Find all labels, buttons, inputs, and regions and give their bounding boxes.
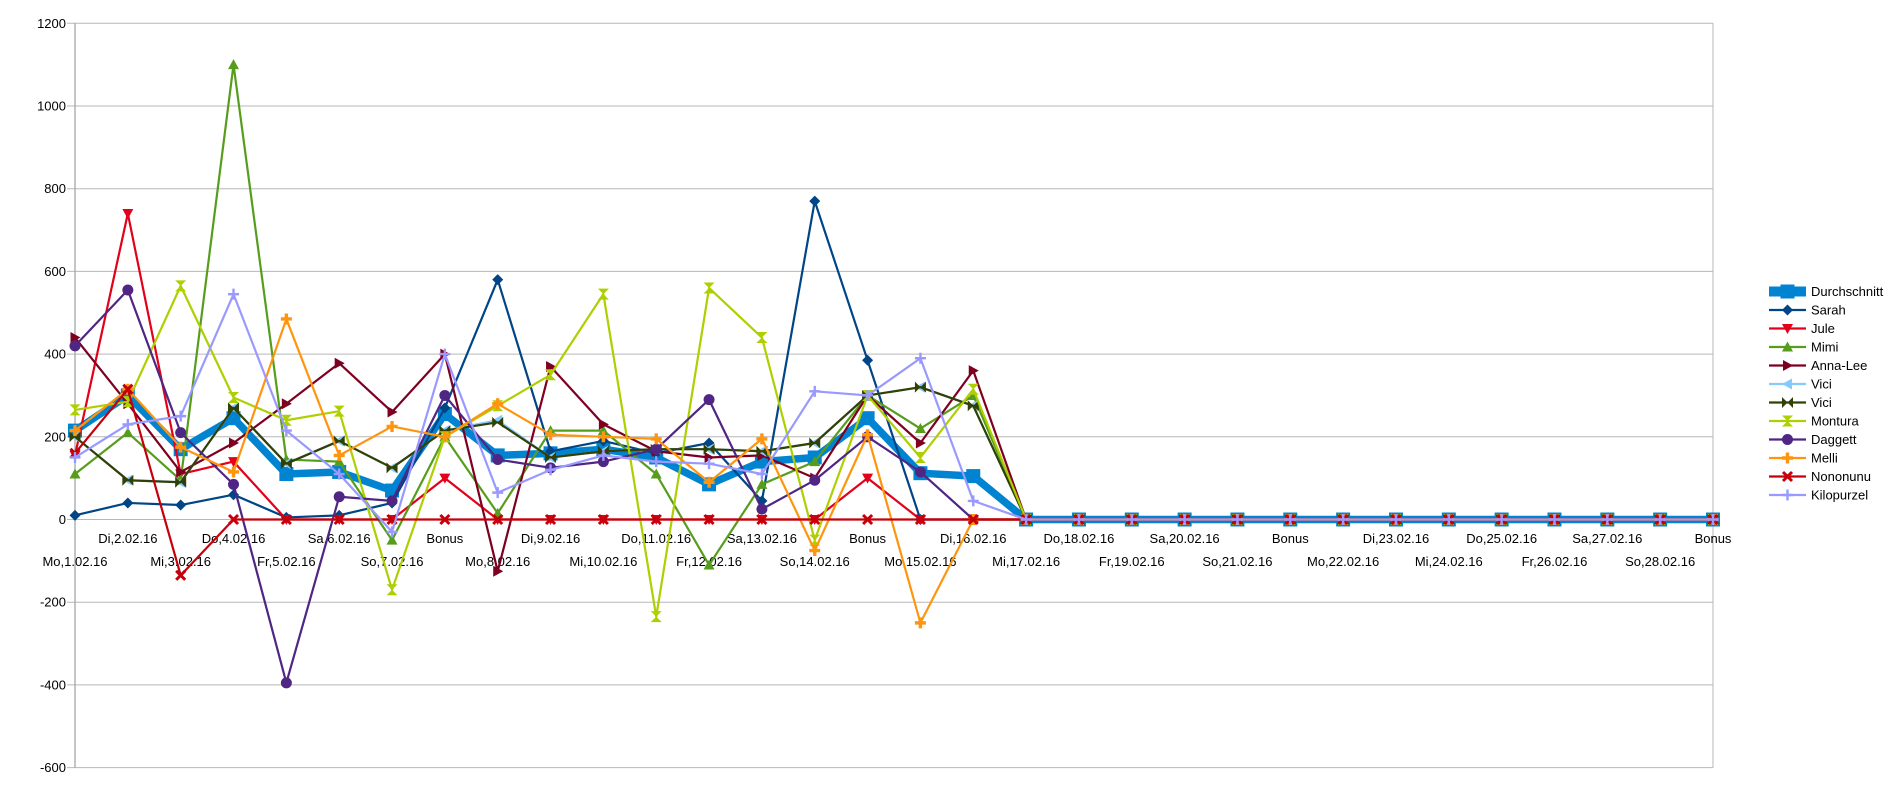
y-axis-tick-label: 0	[59, 512, 66, 527]
x-axis-category-label: Mi,24.02.16	[1415, 554, 1483, 569]
series-kilopurzel-11[interactable]	[69, 288, 1719, 538]
x-axis-category-label: Bonus	[849, 531, 886, 546]
x-axis-category-label: Fr,5.02.16	[257, 554, 316, 569]
x-axis-category-label: So,21.02.16	[1202, 554, 1272, 569]
legend-item-sarah-1[interactable]: Sarah	[1769, 303, 1846, 318]
x-axis-category-label: Mi,3.02.16	[150, 554, 211, 569]
legend-label: Montura	[1811, 414, 1859, 429]
x-axis-category-label: Do,25.02.16	[1466, 531, 1537, 546]
legend-item-durchschnitt-0[interactable]: Durchschnitt	[1769, 284, 1884, 299]
legend-label: Nononunu	[1811, 469, 1871, 484]
legend-label: Sarah	[1811, 303, 1846, 318]
x-axis-category-label: Mo,15.02.16	[884, 554, 956, 569]
x-axis-category-label: Di,9.02.16	[521, 531, 580, 546]
x-axis-category-label: Do,18.02.16	[1044, 531, 1115, 546]
legend-item-montura-7[interactable]: Montura	[1769, 414, 1859, 429]
x-axis-category-label: Sa,6.02.16	[308, 531, 371, 546]
x-axis-category-label: So,28.02.16	[1625, 554, 1695, 569]
legend-label: Mimi	[1811, 340, 1839, 355]
x-axis-category-label: Fr,19.02.16	[1099, 554, 1165, 569]
y-axis-tick-label: 1000	[37, 99, 66, 114]
legend-label: Durchschnitt	[1811, 284, 1884, 299]
x-axis-category-label: Di,2.02.16	[98, 531, 157, 546]
x-axis-category-label: Fr,26.02.16	[1522, 554, 1588, 569]
y-axis-tick-label: 200	[44, 429, 66, 444]
legend-item-melli-9[interactable]: Melli	[1769, 451, 1838, 466]
legend-item-jule-2[interactable]: Jule	[1769, 321, 1835, 336]
x-axis-category-label: Mo,1.02.16	[42, 554, 107, 569]
x-axis-category-label: Sa,13.02.16	[727, 531, 797, 546]
y-axis-tick-label: 800	[44, 181, 66, 196]
x-axis-category-label: Di,16.02.16	[940, 531, 1007, 546]
legend-item-vici-6[interactable]: Vici	[1769, 395, 1832, 410]
x-axis-category-label: So,14.02.16	[780, 554, 850, 569]
x-axis-category-label: Sa,20.02.16	[1150, 531, 1220, 546]
legend-item-vici-5[interactable]: Vici	[1769, 377, 1832, 392]
x-axis-category-label: Mo,8.02.16	[465, 554, 530, 569]
y-axis-tick-label: -200	[40, 595, 66, 610]
legend-item-daggett-8[interactable]: Daggett	[1769, 432, 1857, 447]
y-axis-tick-label: 1200	[37, 16, 66, 31]
x-axis-category-label: Mo,22.02.16	[1307, 554, 1379, 569]
legend-label: Kilopurzel	[1811, 488, 1868, 503]
y-axis-tick-label: 600	[44, 264, 66, 279]
legend-label: Daggett	[1811, 432, 1857, 447]
legend-label: Melli	[1811, 451, 1838, 466]
legend-item-anna-lee-4[interactable]: Anna-Lee	[1769, 358, 1867, 373]
y-axis-tick-label: -600	[40, 760, 66, 775]
x-axis-category-label: Mi,10.02.16	[569, 554, 637, 569]
x-axis-category-label: Bonus	[1272, 531, 1309, 546]
legend: Durchschnitt Sarah Jule Mimi Anna-Lee Vici Vic…	[1769, 284, 1884, 503]
x-axis-category-label: Do,11.02.16	[621, 531, 691, 546]
x-axis-category-label: Mi,17.02.16	[992, 554, 1060, 569]
legend-item-nononunu-10[interactable]: Nononunu	[1769, 469, 1871, 484]
legend-label: Vici	[1811, 377, 1832, 392]
legend-item-kilopurzel-11[interactable]: Kilopurzel	[1769, 488, 1868, 503]
legend-label: Anna-Lee	[1811, 358, 1867, 373]
y-axis-tick-label: 400	[44, 347, 66, 362]
x-axis-category-label: Sa,27.02.16	[1572, 531, 1642, 546]
x-axis-category-label: Di,23.02.16	[1363, 531, 1430, 546]
legend-label: Vici	[1811, 395, 1832, 410]
legend-label: Jule	[1811, 321, 1835, 336]
x-axis-category-label: So,7.02.16	[361, 554, 424, 569]
y-axis-tick-label: -400	[40, 677, 66, 692]
legend-item-mimi-3[interactable]: Mimi	[1769, 340, 1839, 355]
x-axis-category-label: Bonus	[426, 531, 463, 546]
x-axis-category-label: Bonus	[1695, 531, 1732, 546]
